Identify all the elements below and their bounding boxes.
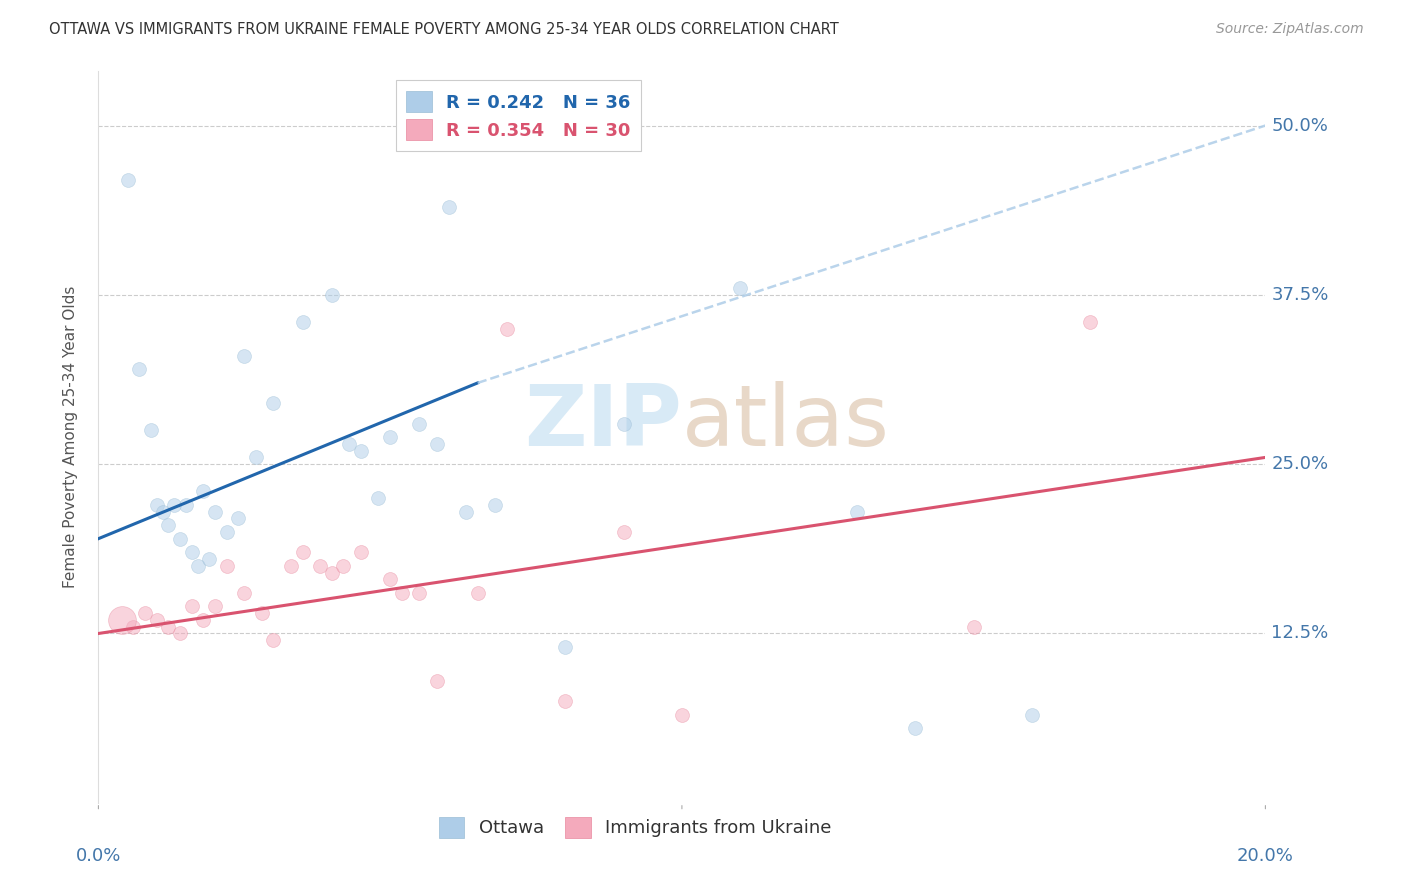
Point bbox=[309, 558, 332, 573]
Point bbox=[671, 707, 693, 722]
Y-axis label: Female Poverty Among 25-34 Year Olds: Female Poverty Among 25-34 Year Olds bbox=[63, 286, 77, 588]
Point bbox=[408, 417, 430, 431]
Point bbox=[350, 443, 373, 458]
Point bbox=[146, 613, 169, 627]
Point bbox=[180, 599, 202, 614]
Point bbox=[904, 721, 927, 735]
Point bbox=[157, 518, 180, 533]
Point bbox=[111, 613, 134, 627]
Point bbox=[204, 505, 226, 519]
Point bbox=[157, 620, 180, 634]
Point bbox=[332, 558, 354, 573]
Text: 50.0%: 50.0% bbox=[1271, 117, 1329, 135]
Point bbox=[215, 558, 238, 573]
Point bbox=[117, 172, 139, 186]
Text: OTTAWA VS IMMIGRANTS FROM UKRAINE FEMALE POVERTY AMONG 25-34 YEAR OLDS CORRELATI: OTTAWA VS IMMIGRANTS FROM UKRAINE FEMALE… bbox=[49, 22, 839, 37]
Point bbox=[163, 498, 186, 512]
Point bbox=[467, 586, 489, 600]
Text: atlas: atlas bbox=[682, 381, 890, 464]
Point bbox=[291, 545, 314, 559]
Text: 37.5%: 37.5% bbox=[1271, 285, 1329, 304]
Text: ZIP: ZIP bbox=[524, 381, 682, 464]
Text: 0.0%: 0.0% bbox=[76, 847, 121, 864]
Point bbox=[337, 437, 360, 451]
Point bbox=[437, 200, 460, 214]
Point bbox=[233, 586, 256, 600]
Point bbox=[169, 626, 191, 640]
Point bbox=[193, 484, 215, 499]
Point bbox=[380, 430, 402, 444]
Point bbox=[367, 491, 389, 505]
Point bbox=[228, 511, 250, 525]
Point bbox=[122, 620, 145, 634]
Point bbox=[454, 505, 477, 519]
Point bbox=[198, 552, 221, 566]
Point bbox=[245, 450, 267, 465]
Point bbox=[962, 620, 984, 634]
Point bbox=[496, 322, 519, 336]
Point bbox=[554, 640, 576, 654]
Point bbox=[408, 586, 430, 600]
Text: Source: ZipAtlas.com: Source: ZipAtlas.com bbox=[1216, 22, 1364, 37]
Point bbox=[426, 437, 449, 451]
Point bbox=[204, 599, 226, 614]
Point bbox=[187, 558, 209, 573]
Point bbox=[380, 572, 402, 586]
Point bbox=[484, 498, 506, 512]
Point bbox=[426, 673, 449, 688]
Point bbox=[233, 349, 256, 363]
Point bbox=[846, 505, 869, 519]
Point bbox=[350, 545, 373, 559]
Point bbox=[262, 396, 284, 410]
Point bbox=[174, 498, 197, 512]
Point bbox=[128, 362, 150, 376]
Point bbox=[152, 505, 174, 519]
Point bbox=[134, 606, 156, 620]
Point bbox=[1080, 315, 1102, 329]
Point bbox=[280, 558, 302, 573]
Point bbox=[554, 694, 576, 708]
Point bbox=[193, 613, 215, 627]
Point bbox=[291, 315, 314, 329]
Point bbox=[391, 586, 413, 600]
Point bbox=[146, 498, 169, 512]
Point bbox=[169, 532, 191, 546]
Text: 25.0%: 25.0% bbox=[1271, 455, 1329, 473]
Point bbox=[262, 633, 284, 648]
Point bbox=[612, 417, 634, 431]
Point bbox=[180, 545, 202, 559]
Point bbox=[1021, 707, 1043, 722]
Text: 12.5%: 12.5% bbox=[1271, 624, 1329, 642]
Point bbox=[321, 288, 343, 302]
Point bbox=[139, 423, 162, 437]
Text: 20.0%: 20.0% bbox=[1237, 847, 1294, 864]
Point bbox=[612, 524, 634, 539]
Point bbox=[321, 566, 343, 580]
Point bbox=[730, 281, 752, 295]
Point bbox=[215, 524, 238, 539]
Point bbox=[250, 606, 273, 620]
Legend: Ottawa, Immigrants from Ukraine: Ottawa, Immigrants from Ukraine bbox=[432, 810, 839, 845]
